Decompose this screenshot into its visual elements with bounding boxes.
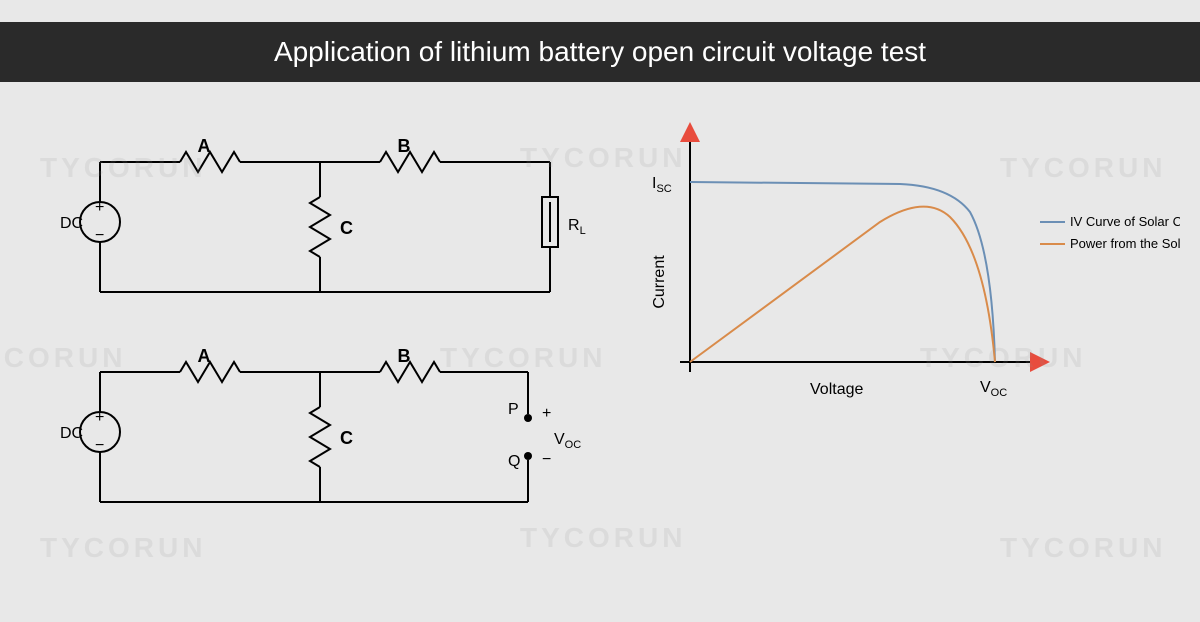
res-a-label-2: A (198, 346, 211, 366)
res-b-label-1: B (398, 136, 411, 156)
legend-label-iv: IV Curve of Solar Cell (1070, 214, 1180, 229)
iv-chart: ISC VOC Voltage Current IV Curve of Sola… (640, 122, 1180, 542)
minus-label: − (542, 451, 551, 468)
chart-svg: ISC VOC Voltage Current IV Curve of Sola… (640, 122, 1180, 482)
circuit-diagrams: + − DC A B C RL (50, 122, 600, 542)
load-label: RL (568, 217, 586, 237)
res-b-label-2: B (398, 346, 411, 366)
x-axis-label: Voltage (810, 381, 863, 398)
legend-label-power: Power from the Solar Cell (1070, 236, 1180, 251)
plus-label: + (542, 405, 551, 422)
p-label: P (508, 401, 519, 418)
power-curve (690, 207, 995, 362)
page-title: Application of lithium battery open circ… (0, 22, 1200, 82)
q-label: Q (508, 453, 520, 470)
svg-text:−: − (95, 437, 104, 454)
dc-label-2: DC (60, 425, 83, 442)
content-area: + − DC A B C RL (0, 82, 1200, 562)
res-a-label-1: A (198, 136, 211, 156)
circuits-svg: + − DC A B C RL (50, 122, 600, 542)
isc-label: ISC (652, 175, 672, 195)
res-c-label-2: C (340, 428, 353, 448)
legend: IV Curve of Solar Cell Power from the So… (1040, 214, 1180, 251)
voc-axis-label: VOC (980, 379, 1007, 399)
voc-label: VOC (554, 431, 581, 451)
svg-text:−: − (95, 227, 104, 244)
y-axis-label: Current (651, 255, 668, 309)
dc-label-1: DC (60, 215, 83, 232)
res-c-label-1: C (340, 218, 353, 238)
iv-curve (690, 182, 995, 362)
